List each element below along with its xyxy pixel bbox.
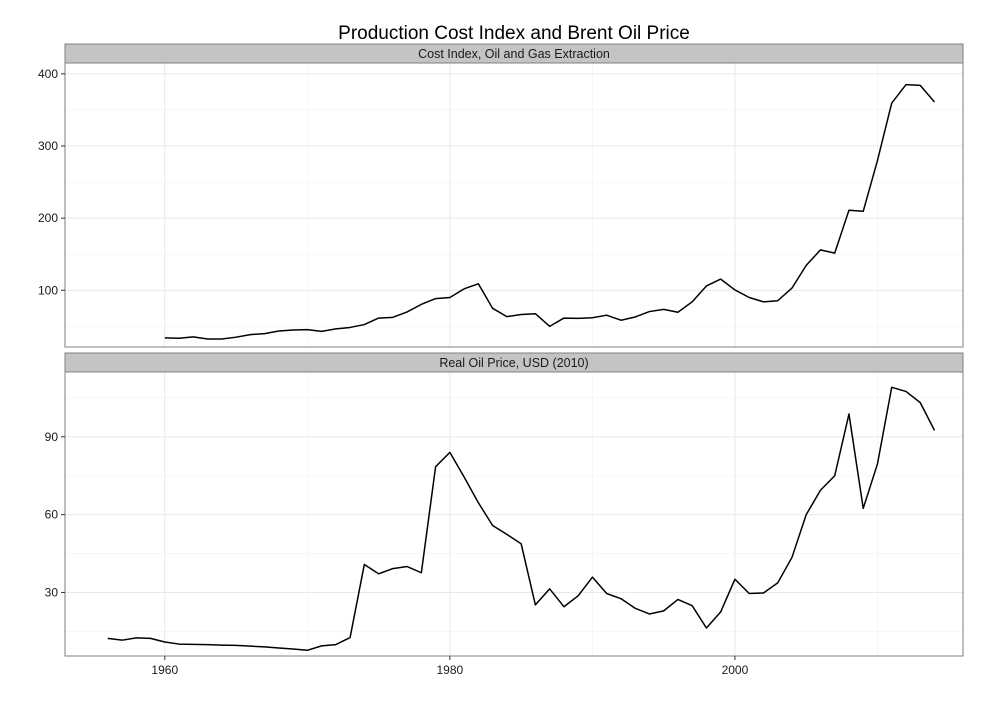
chart-title: Production Cost Index and Brent Oil Pric…: [338, 23, 690, 44]
panel-background: [65, 63, 963, 347]
x-tick-label: 2000: [722, 663, 749, 677]
x-tick-label: 1960: [151, 663, 178, 677]
x-tick-label: 1980: [437, 663, 464, 677]
strip-background: [64, 43, 964, 64]
y-tick-label: 90: [45, 430, 59, 444]
panel-background: [65, 372, 963, 656]
y-tick-label: 400: [38, 67, 58, 81]
panel-1: Cost Index, Oil and Gas Extraction 100 200…: [38, 43, 964, 348]
panels: Cost Index, Oil and Gas Extraction 100 200…: [38, 43, 964, 677]
y-tick-label: 30: [45, 585, 59, 599]
y-tick-label: 60: [45, 508, 59, 522]
series-line-panel-1: [164, 83, 936, 340]
y-tick-label: 200: [38, 211, 58, 225]
y-tick-label: 100: [38, 283, 58, 297]
panel-2: Real Oil Price, USD (2010) 30 60 90 1960 1980…: [45, 352, 964, 677]
strip-background: [64, 352, 964, 373]
series-line-panel-2: [107, 386, 936, 652]
strip-label: Cost Index, Oil and Gas Extraction: [418, 47, 610, 61]
y-tick-label: 300: [38, 139, 58, 153]
strip-label: Real Oil Price, USD (2010): [439, 356, 588, 370]
